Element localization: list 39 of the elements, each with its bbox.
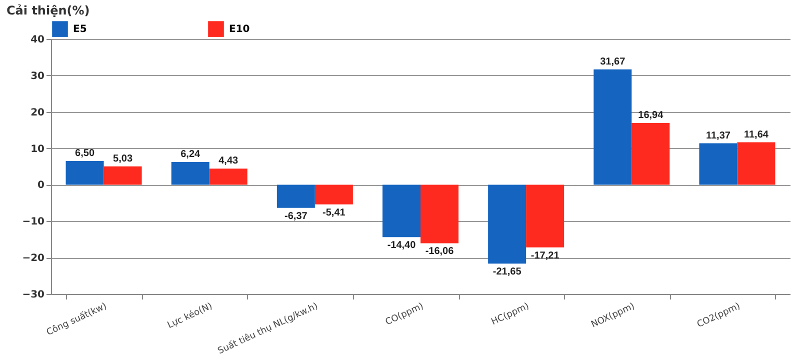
- data-label: -14,40: [387, 240, 416, 252]
- bar: [209, 168, 248, 185]
- bar: [699, 143, 738, 185]
- data-label: 6,24: [180, 148, 201, 160]
- bar: [488, 184, 526, 264]
- bar: [171, 162, 210, 185]
- data-label: 11,37: [706, 130, 731, 142]
- y-tick-label: 10: [30, 144, 45, 155]
- bar: [276, 184, 315, 208]
- y-tick-label: 20: [30, 107, 45, 118]
- y-tick-label: 30: [30, 70, 45, 82]
- data-label: -21,65: [492, 266, 522, 278]
- y-axis-title: Cải thiện(%): [6, 4, 90, 18]
- data-label: -5,41: [322, 207, 346, 218]
- data-label: -16,06: [425, 246, 454, 258]
- bar: [632, 123, 670, 185]
- legend-label: E10: [229, 24, 250, 36]
- y-tick-label: −10: [22, 216, 45, 228]
- data-label: -6,37: [284, 210, 308, 222]
- bar: [382, 184, 420, 238]
- data-label: 31,67: [600, 56, 626, 68]
- bar: [594, 69, 632, 185]
- y-tick-label: 40: [30, 34, 45, 46]
- data-label: 4,43: [218, 156, 239, 167]
- bar: [314, 184, 353, 204]
- legend-label: E5: [73, 24, 87, 36]
- data-label: 16,94: [638, 110, 664, 122]
- data-label: 6,50: [75, 148, 95, 160]
- data-label: 11,64: [744, 129, 769, 140]
- bar: [66, 161, 104, 185]
- data-label: 5,03: [113, 153, 133, 164]
- y-tick-label: −30: [22, 290, 45, 300]
- bar: [526, 184, 564, 248]
- data-label: -17,21: [530, 250, 560, 262]
- y-tick-label: −20: [22, 253, 45, 264]
- bar: [420, 184, 459, 244]
- bar: [104, 166, 142, 185]
- bar: [737, 142, 776, 185]
- y-tick-label: 0: [38, 180, 45, 192]
